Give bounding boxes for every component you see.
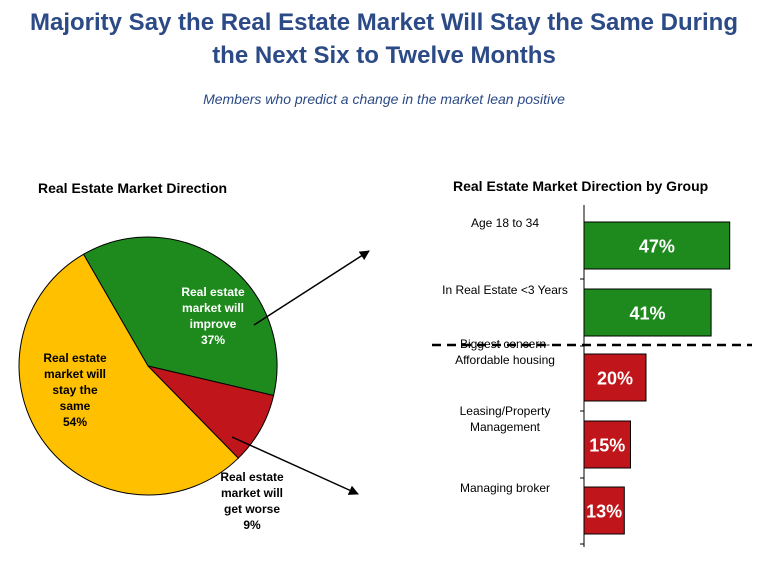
title-line-1: Majority Say the Real Estate Market Will… bbox=[30, 9, 738, 36]
bar-value-label: 15% bbox=[589, 436, 625, 456]
pie-chart-title: Real Estate Market Direction bbox=[38, 180, 228, 196]
pie-slice bbox=[18, 253, 239, 496]
bar-value-label: 13% bbox=[586, 502, 622, 522]
arrow-to-concern-group bbox=[231, 436, 359, 495]
bar-chart-title: Real Estate Market Direction by Group bbox=[453, 178, 709, 194]
bar-category-label: Biggest concern-Affordable housing bbox=[455, 337, 555, 367]
pie-slice-label: Real estate market will stay the same 54% bbox=[43, 351, 107, 429]
callout-arrows bbox=[231, 250, 370, 495]
bar-value-label: 47% bbox=[639, 237, 675, 257]
page-subtitle: Members who predict a change in the mark… bbox=[203, 91, 565, 107]
bar bbox=[583, 420, 631, 469]
pie-chart: Real estate market will improve 37% Real est… bbox=[18, 236, 284, 532]
pie-slice-label: Real estate market will get worse 9% bbox=[220, 470, 284, 532]
pie-slice bbox=[82, 236, 278, 397]
bar-value-label: 41% bbox=[630, 304, 666, 324]
title-line-2: the Next Six to Twelve Months bbox=[212, 42, 556, 69]
bar bbox=[583, 288, 712, 337]
bar bbox=[583, 221, 731, 270]
bar-chart: Age 18 to 34 47% In Real Estate <3 Years 41… bbox=[432, 205, 752, 547]
bar bbox=[583, 353, 647, 402]
bar-category-label: Age 18 to 34 bbox=[471, 216, 539, 230]
pie-slice-label: Real estate market will improve 37% bbox=[181, 285, 245, 347]
bar-value-label: 20% bbox=[597, 369, 633, 389]
bar-category-label: Leasing/Property Management bbox=[460, 404, 551, 434]
arrow-to-young-group bbox=[253, 250, 370, 326]
page-title: Majority Say the Real Estate Market Will… bbox=[0, 6, 768, 72]
bar bbox=[583, 486, 625, 535]
bar-category-label: In Real Estate <3 Years bbox=[442, 283, 568, 297]
bar-category-label: Managing broker bbox=[460, 481, 550, 495]
